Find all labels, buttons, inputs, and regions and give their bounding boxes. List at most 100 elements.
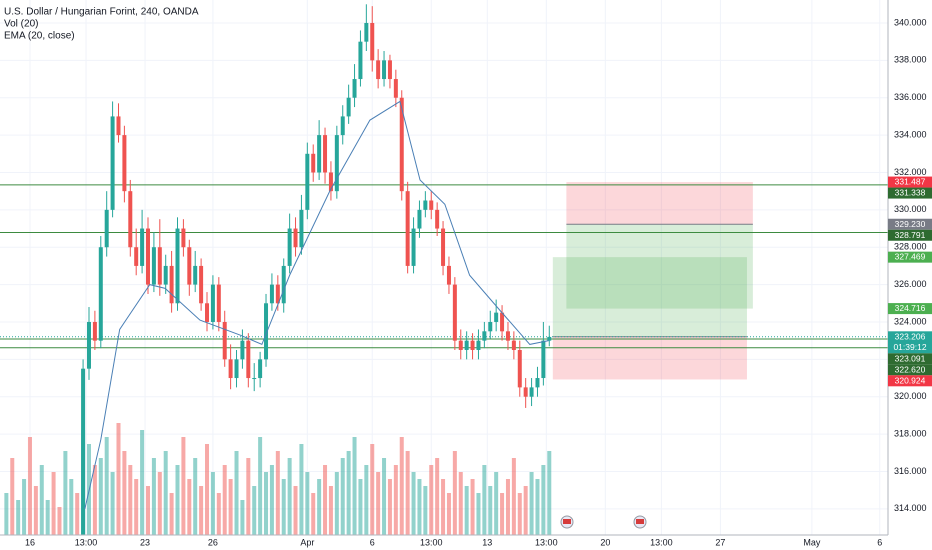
candle-body [193,265,198,285]
volume-bar [399,437,404,535]
candle-body [116,116,121,136]
volume-bar [51,472,56,535]
volume-bar [405,451,410,535]
volume-bar [252,486,257,535]
candle-body [382,60,387,80]
volume-bar [441,479,446,535]
price-label: 327.469 [895,252,926,262]
chart-title: U.S. Dollar / Hungarian Forint, 240, OAN… [4,7,199,18]
candle-body [240,340,245,360]
volume-bar [264,472,269,535]
price-label-box [888,218,932,230]
volume-bar [163,451,168,535]
event-icon [560,515,574,529]
price-label: 328.791 [895,230,926,240]
price-label: 329.230 [895,219,926,229]
volume-bar [240,500,245,535]
x-tick-label: Apr [300,537,314,547]
candle-body [340,116,345,136]
y-tick-label: 324.000 [894,316,927,326]
x-tick-label: 26 [208,537,218,547]
price-label-box [888,187,932,199]
candle-body [98,247,103,341]
volume-bar [411,472,416,535]
last-price-label: 323.206 [895,331,926,341]
volume-bar [128,465,133,535]
volume-bar [146,486,150,535]
candle-body [163,265,168,285]
candle-body [334,135,339,192]
candle-body [488,321,493,332]
volume-bar [382,458,387,535]
price-axis [888,0,932,550]
candle-body [305,153,310,210]
volume-bar [22,479,27,535]
volume-bar [317,479,322,535]
price-label: 324.716 [895,303,926,313]
volume-bar [157,472,162,535]
candle-body [523,387,528,397]
y-tick-label: 326.000 [894,279,927,289]
x-tick-label: 27 [715,537,725,547]
event-icon [633,515,647,529]
candle-body [364,22,369,42]
volume-bar [547,451,552,535]
candle-body [435,209,440,229]
volume-bar [352,437,357,535]
y-tick-label: 314.000 [894,503,927,513]
candle-body [547,336,552,341]
volume-bar [169,493,174,535]
candle-body [417,209,422,229]
candle-body [234,359,239,379]
volume-bar [476,493,481,535]
candle-body [529,387,534,397]
volume-bar [175,465,180,535]
price-label-box [888,303,932,315]
volume-bar [246,458,251,535]
candle-body [505,331,510,341]
candle-body [281,265,286,304]
candle-body [429,200,434,210]
candle-body [128,191,133,248]
x-tick-label: 23 [140,537,150,547]
stop-zone [552,336,747,380]
candle-body [140,228,145,266]
volume-bar [134,479,139,535]
y-tick-label: 328.000 [894,242,927,252]
candle-body [405,191,410,266]
volume-bar [323,465,328,535]
candle-body [476,340,481,351]
x-tick-label: May [803,537,821,547]
volume-bar [104,437,109,535]
volume-bar [116,423,121,535]
candle-body [169,265,174,304]
candle-body [269,284,274,304]
candle-body [151,247,156,285]
volume-bar [269,465,274,535]
price-label: 331.487 [895,177,926,187]
candle-body [187,247,192,285]
candle-body [370,22,375,61]
indicator-label: Vol (20) [4,19,38,30]
volume-bar [535,479,540,535]
volume-bar [27,437,32,535]
price-label-box [888,353,932,365]
volume-bar [45,500,50,535]
volume-bar [63,451,68,535]
y-tick-label: 340.000 [894,17,927,27]
volume-bar [210,472,215,535]
volume-bar [340,458,345,535]
volume-bar [4,493,9,535]
volume-bar [293,486,298,535]
positions [552,182,753,380]
candle-body [264,303,269,360]
price-label: 323.091 [895,353,926,363]
price-label: 331.338 [895,188,926,198]
price-label-box [888,364,932,376]
volume-bar [517,493,522,535]
volume-bar [429,465,434,535]
x-tick-label: 13:00 [75,537,98,547]
volume-bar [216,493,221,535]
y-tick-label: 338.000 [894,55,927,65]
